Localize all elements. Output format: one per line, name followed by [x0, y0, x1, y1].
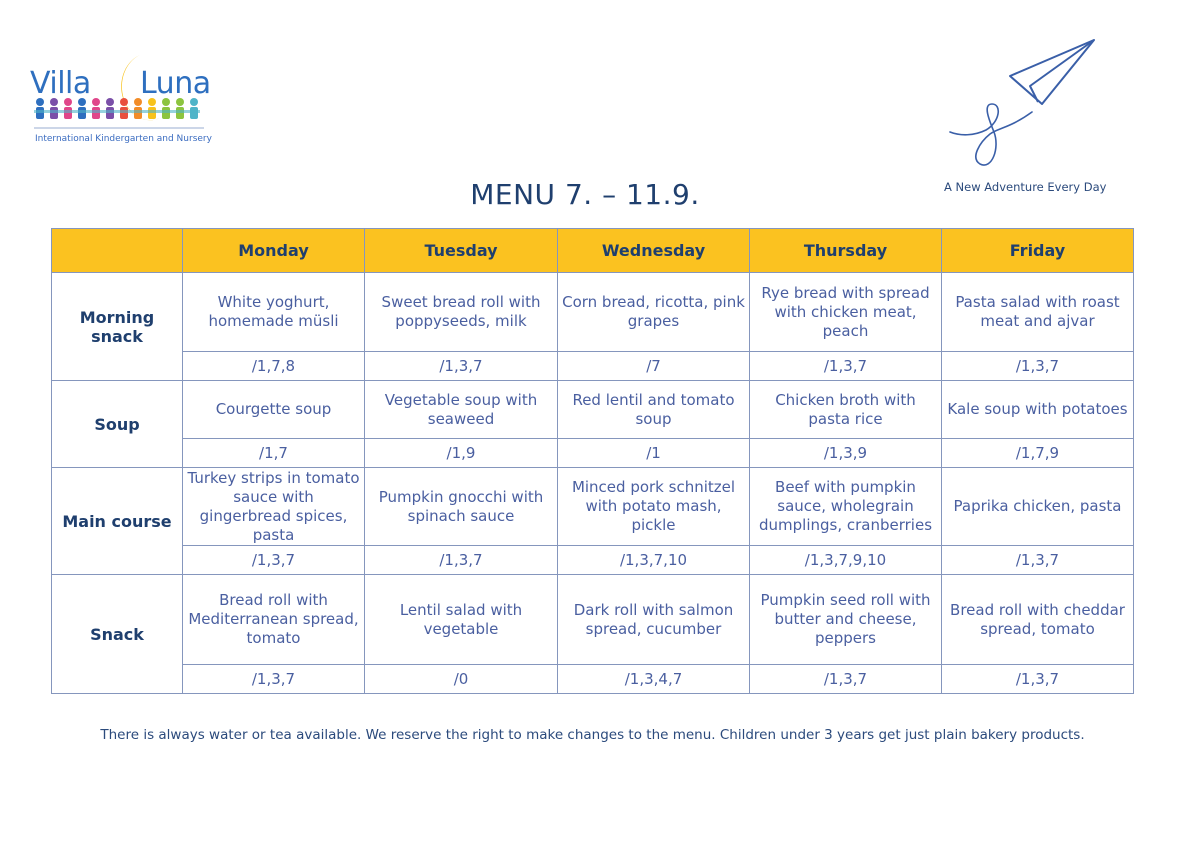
day-header-friday: Friday — [941, 228, 1134, 273]
allergen-cell: /1,7,8 — [182, 351, 365, 381]
table-header-row: Monday Tuesday Wednesday Thursday Friday — [51, 228, 1134, 273]
dish-cell: Chicken broth with pasta rice — [749, 380, 942, 439]
dish-cell: Kale soup with potatoes — [941, 380, 1134, 439]
allergen-cell: /1,3,7 — [364, 351, 558, 381]
allergen-cell: /1,3,7 — [749, 664, 942, 694]
header-corner — [51, 228, 183, 273]
dish-cell: Bread roll with cheddar spread, tomato — [941, 574, 1134, 665]
slogan: A New Adventure Every Day — [944, 180, 1107, 194]
dish-cell: Corn bread, ricotta, pink grapes — [557, 272, 750, 352]
allergen-cell: /1,3,7 — [364, 545, 558, 575]
allergen-cell: /1,3,7 — [182, 664, 365, 694]
allergen-cell: /7 — [557, 351, 750, 381]
logo-tagline: International Kindergarten and Nursery — [35, 134, 212, 144]
allergen-cell: /1,7,9 — [941, 438, 1134, 468]
footer-note: There is always water or tea available. … — [100, 727, 1085, 743]
logo-word-villa: Villa — [30, 66, 91, 101]
dish-cell: Vegetable soup with seaweed — [364, 380, 558, 439]
table-row: Main course Turkey strips in tomato sauc… — [51, 467, 1134, 575]
day-header-wednesday: Wednesday — [557, 228, 750, 273]
paper-plane-icon — [949, 39, 1095, 166]
allergen-cell: /1,3,9 — [749, 438, 942, 468]
dish-cell: Lentil salad with vegetable — [364, 574, 558, 665]
allergen-row: /1,7 /1,9 /1 /1,3,9 /1,7,9 — [52, 438, 1134, 468]
dish-cell: Turkey strips in tomato sauce with ginge… — [182, 467, 365, 546]
day-header-monday: Monday — [182, 228, 365, 273]
row-label-soup: Soup — [51, 380, 183, 468]
dish-cell: Bread roll with Mediterranean spread, to… — [182, 574, 365, 665]
table-row: Soup Courgette soup Vegetable soup with … — [51, 380, 1134, 468]
allergen-cell: /1,3,4,7 — [557, 664, 750, 694]
dish-cell: Pumpkin seed roll with butter and cheese… — [749, 574, 942, 665]
allergen-cell: /1,9 — [364, 438, 558, 468]
dish-cell: Paprika chicken, pasta — [941, 467, 1134, 546]
allergen-cell: /0 — [364, 664, 558, 694]
day-header-thursday: Thursday — [749, 228, 942, 273]
table-row: Snack Bread roll with Mediterranean spre… — [51, 574, 1134, 694]
logo-graphic — [34, 55, 204, 129]
row-label-morning-snack: Morning snack — [51, 272, 183, 381]
table-row: Morning snack White yoghurt, homemade mü… — [51, 272, 1134, 381]
villa-luna-logo: Villa Luna International Kindergarten an… — [28, 52, 218, 152]
dish-cell: Dark roll with salmon spread, cucumber — [557, 574, 750, 665]
allergen-cell: /1,3,7 — [941, 351, 1134, 381]
dish-cell: Minced pork schnitzel with potato mash, … — [557, 467, 750, 546]
allergen-cell: /1,3,7 — [182, 545, 365, 575]
allergen-cell: /1,3,7,10 — [557, 545, 750, 575]
row-label-text: Morning snack — [79, 307, 155, 346]
dish-cell: Red lentil and tomato soup — [557, 380, 750, 439]
dish-cell: Pumpkin gnocchi with spinach sauce — [364, 467, 558, 546]
day-header-tuesday: Tuesday — [364, 228, 558, 273]
allergen-cell: /1 — [557, 438, 750, 468]
allergen-cell: /1,3,7 — [749, 351, 942, 381]
dish-cell: Courgette soup — [182, 380, 365, 439]
allergen-cell: /1,3,7,9,10 — [749, 545, 942, 575]
dish-cell: Pasta salad with roast meat and ajvar — [941, 272, 1134, 352]
allergen-cell: /1,3,7 — [941, 664, 1134, 694]
dish-cell: White yoghurt, homemade müsli — [182, 272, 365, 352]
row-label-snack: Snack — [51, 574, 183, 694]
row-label-main-course: Main course — [51, 467, 183, 575]
dish-cell: Sweet bread roll with poppyseeds, milk — [364, 272, 558, 352]
logo-word-luna: Luna — [140, 66, 211, 101]
allergen-row: /1,3,7 /0 /1,3,4,7 /1,3,7 /1,3,7 — [52, 664, 1134, 694]
menu-table: Monday Tuesday Wednesday Thursday Friday… — [51, 228, 1134, 694]
dish-cell: Rye bread with spread with chicken meat,… — [749, 272, 942, 352]
allergen-cell: /1,7 — [182, 438, 365, 468]
page-title: MENU 7. – 11.9. — [470, 178, 700, 211]
allergen-row: /1,7,8 /1,3,7 /7 /1,3,7 /1,3,7 — [52, 351, 1134, 381]
allergen-cell: /1,3,7 — [941, 545, 1134, 575]
dish-cell: Beef with pumpkin sauce, wholegrain dump… — [749, 467, 942, 546]
allergen-row: /1,3,7 /1,3,7 /1,3,7,10 /1,3,7,9,10 /1,3… — [52, 545, 1134, 575]
